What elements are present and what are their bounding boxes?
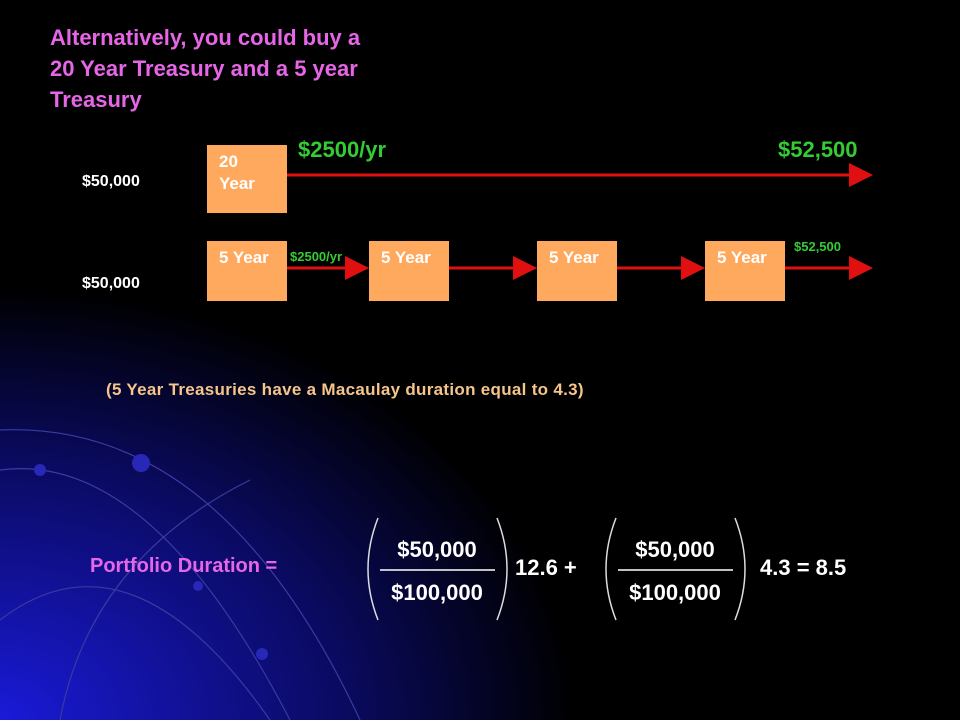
final-value: $52,500 bbox=[778, 137, 858, 162]
coupon: $2500/yr bbox=[298, 137, 387, 162]
denominator: $100,000 bbox=[629, 580, 721, 605]
amount: $50,000 bbox=[82, 275, 140, 292]
amount: $50,000 bbox=[82, 173, 140, 190]
numerator: $50,000 bbox=[397, 537, 477, 562]
bond-box: 5 Year bbox=[207, 241, 287, 301]
title-line: Treasury bbox=[50, 87, 142, 112]
numerator: $50,000 bbox=[635, 537, 715, 562]
title-line: Alternatively, you could buy a bbox=[50, 25, 361, 50]
formula-label: Portfolio Duration = bbox=[90, 555, 278, 577]
bond-box: 5 Year bbox=[537, 241, 617, 301]
final-value: $52,500 bbox=[794, 239, 841, 254]
bond-box: 5 Year bbox=[369, 241, 449, 301]
term: 4.3 = 8.5 bbox=[760, 555, 847, 580]
term: 12.6 + bbox=[515, 555, 577, 580]
coupon: $2500/yr bbox=[290, 249, 343, 264]
title-line: 20 Year Treasury and a 5 year bbox=[50, 56, 358, 81]
bond-box: 5 Year bbox=[705, 241, 785, 301]
denominator: $100,000 bbox=[391, 580, 483, 605]
bond-box: 20 Year bbox=[207, 145, 287, 213]
note: (5 Year Treasuries have a Macaulay durat… bbox=[106, 380, 584, 399]
